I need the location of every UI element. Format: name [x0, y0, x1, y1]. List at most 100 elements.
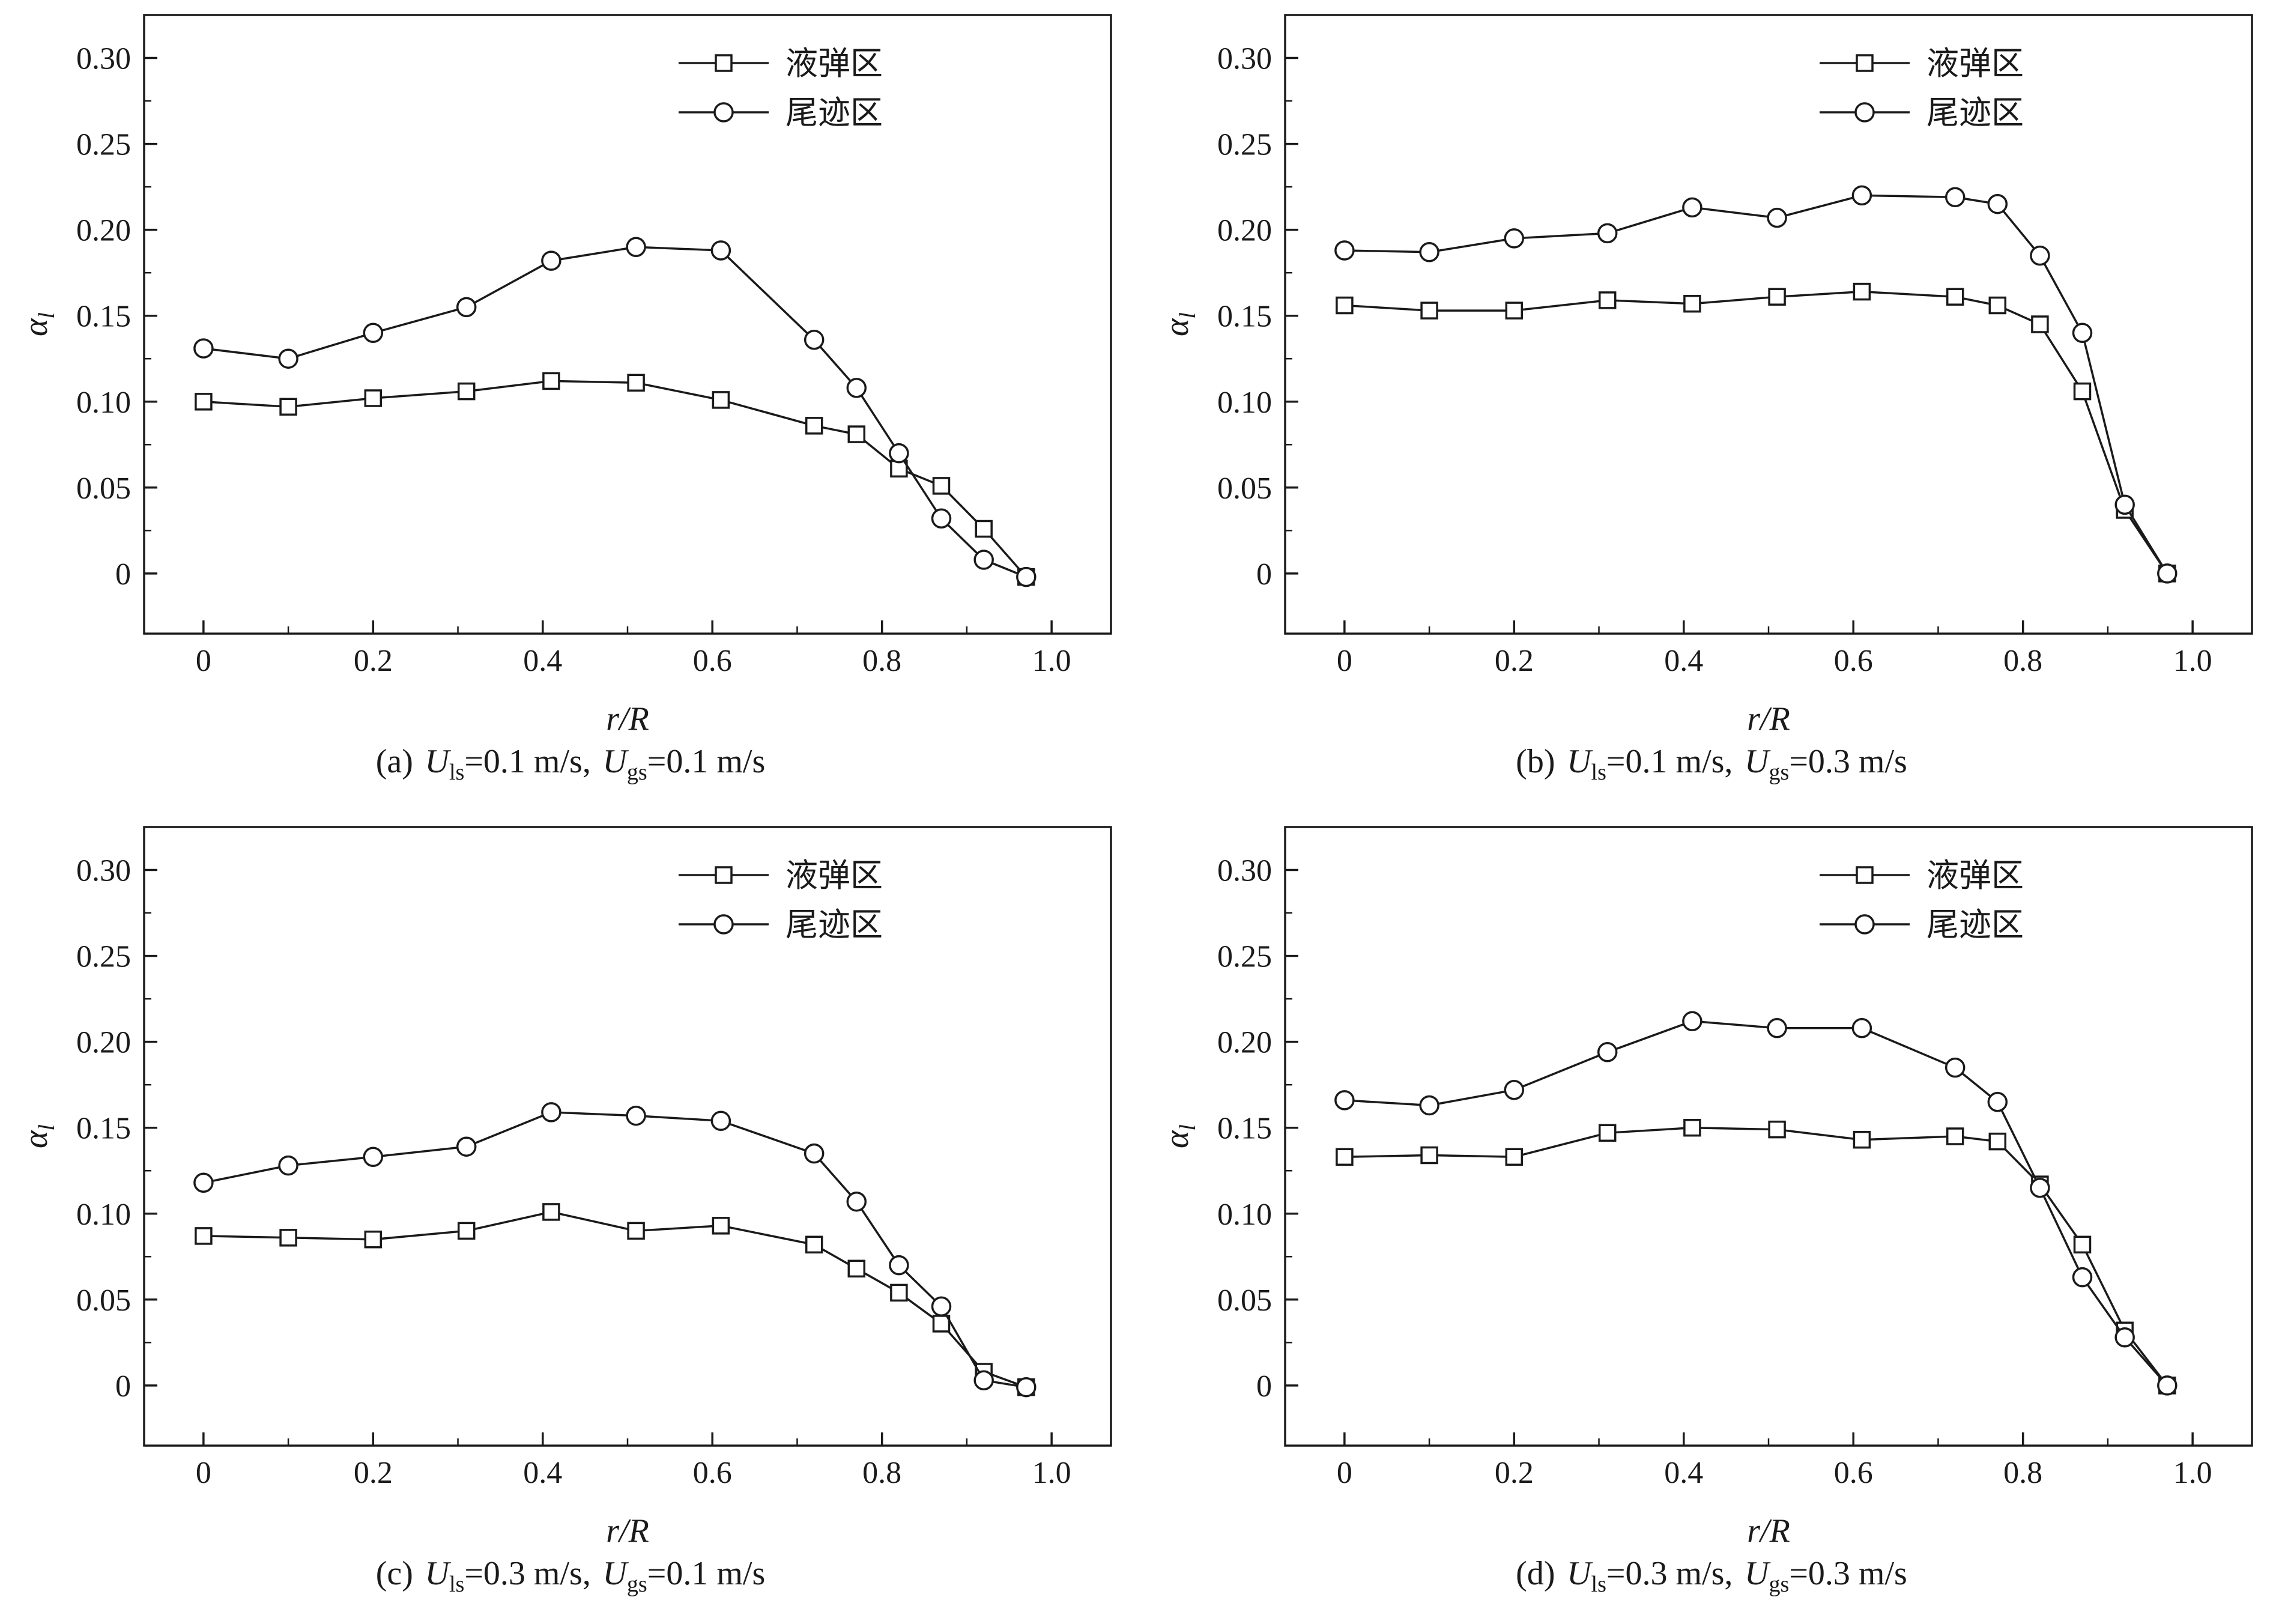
- data-point-circle: [1419, 242, 1439, 262]
- data-point-circle: [973, 550, 994, 570]
- data-point-circle: [2157, 1375, 2178, 1396]
- caption-value: =0.3 m/s: [1789, 1555, 1907, 1592]
- data-point-square: [1768, 1120, 1786, 1139]
- data-point-circle: [1851, 1018, 1872, 1038]
- data-point-circle: [363, 323, 384, 344]
- data-point-square: [712, 1217, 730, 1235]
- y-tick-label: 0: [1256, 557, 1272, 592]
- data-point-circle: [2030, 245, 2050, 266]
- chart-caption-d: (d) Uls=0.3 m/s, Ugs=0.3 m/s: [1516, 1554, 1907, 1596]
- x-tick-label: 0.6: [693, 644, 732, 678]
- data-point-circle: [1682, 1011, 1702, 1032]
- x-tick-label: 0.6: [693, 1456, 732, 1490]
- data-point-circle: [1987, 1092, 2008, 1112]
- data-point-circle: [1504, 1080, 1525, 1100]
- x-axis-title: r/R: [606, 1512, 649, 1550]
- caption-value: =0.3 m/s,: [1606, 1555, 1733, 1592]
- data-point-circle: [846, 378, 867, 398]
- data-point-circle: [2114, 494, 2135, 515]
- data-point-square: [1946, 288, 1964, 306]
- caption-value: =0.1 m/s: [647, 743, 766, 780]
- caption-value: =0.3 m/s: [1789, 743, 1907, 780]
- x-tick-label: 0.6: [1834, 644, 1873, 678]
- data-point-square: [805, 417, 823, 435]
- chart-svg-d: 0 0.2 0.4 0.6 0.8 1.0 0 0.05 0.10 0.15 0.20 0.25 0.3…: [1158, 826, 2253, 1550]
- plot-frame: [1284, 14, 2253, 635]
- y-tick-label: 0.25: [76, 128, 131, 162]
- y-tick-label: 0.25: [1217, 940, 1272, 974]
- y-tick-label: 0.25: [76, 940, 131, 974]
- y-tick-label: 0.15: [1217, 300, 1272, 334]
- caption-subscript: ls: [449, 760, 465, 786]
- y-axis-title: αl: [17, 1124, 59, 1148]
- legend-label: 液弹区: [785, 858, 883, 894]
- data-point-square: [805, 1235, 823, 1254]
- x-tick-label: 0: [196, 1456, 211, 1490]
- data-point-square: [1946, 1127, 1964, 1145]
- data-point-circle: [193, 1172, 214, 1193]
- caption-subscript: gs: [626, 760, 647, 786]
- y-tick-label: 0.05: [1217, 471, 1272, 506]
- data-point-circle: [1945, 187, 1966, 208]
- caption-variable: U: [425, 1555, 449, 1592]
- data-point-square: [890, 1283, 908, 1302]
- legend-marker-circle: [713, 102, 734, 123]
- data-point-circle: [1987, 193, 2008, 214]
- data-point-circle: [541, 1102, 561, 1123]
- data-point-square: [1683, 294, 1701, 313]
- chart-d: 0 0.2 0.4 0.6 0.8 1.0 0 0.05 0.10 0.15 0.20 0.25 0.3…: [1141, 812, 2282, 1563]
- series-line-square: [1344, 290, 2169, 574]
- y-tick-label: 0.10: [76, 386, 131, 420]
- legend-label: 尾迹区: [785, 907, 883, 943]
- data-point-circle: [541, 250, 561, 271]
- series-line-square: [1344, 1126, 2169, 1386]
- legend-marker-square: [1856, 866, 1874, 884]
- data-point-square: [1336, 296, 1354, 315]
- data-point-circle: [456, 297, 477, 318]
- data-point-square: [627, 1222, 645, 1240]
- y-tick-label: 0.20: [1217, 1026, 1272, 1060]
- data-point-circle: [626, 237, 646, 258]
- y-tick-label: 0: [1256, 1369, 1272, 1404]
- data-point-circle: [931, 508, 952, 529]
- data-point-circle: [1767, 1018, 1787, 1038]
- data-point-circle: [1419, 1095, 1439, 1116]
- x-tick-label: 1.0: [1032, 1456, 1071, 1490]
- x-tick-label: 0.2: [1495, 1456, 1534, 1490]
- data-point-square: [712, 391, 730, 409]
- chart-svg-a: 0 0.2 0.4 0.6 0.8 1.0 0 0.05 0.10 0.15 0.20 0.25 0.3…: [17, 14, 1112, 738]
- chart-b: 0 0.2 0.4 0.6 0.8 1.0 0 0.05 0.10 0.15 0.20 0.25 0.3…: [1141, 0, 2282, 751]
- x-tick-label: 0.4: [523, 1456, 562, 1490]
- x-tick-label: 0.4: [1664, 644, 1703, 678]
- data-point-circle: [456, 1136, 477, 1157]
- data-point-circle: [1597, 223, 1618, 244]
- caption-subscript: gs: [626, 1572, 647, 1598]
- y-tick-label: 0: [115, 1369, 131, 1404]
- data-point-square: [542, 372, 560, 390]
- data-point-circle: [931, 1296, 952, 1317]
- caption-subscript: gs: [1769, 1572, 1790, 1598]
- y-tick-label: 0.05: [76, 1283, 131, 1318]
- data-point-circle: [804, 1143, 825, 1164]
- chart-svg-c: 0 0.2 0.4 0.6 0.8 1.0 0 0.05 0.10 0.15 0.20 0.25 0.3…: [17, 826, 1112, 1550]
- x-tick-label: 0.2: [1495, 644, 1534, 678]
- caption-subscript: ls: [1591, 760, 1606, 786]
- data-point-square: [1598, 1124, 1617, 1142]
- x-tick-label: 1.0: [2173, 644, 2212, 678]
- legend-marker-circle: [713, 914, 734, 935]
- caption-variable: U: [1567, 1555, 1591, 1592]
- data-point-square: [890, 459, 908, 478]
- legend-label: 尾迹区: [1926, 95, 2024, 131]
- y-tick-label: 0.30: [1217, 854, 1272, 888]
- data-point-square: [1853, 1130, 1871, 1149]
- legend-label: 液弹区: [1926, 46, 2024, 82]
- data-point-square: [2073, 1235, 2092, 1254]
- data-point-square: [1336, 1148, 1354, 1166]
- chart-c: 0 0.2 0.4 0.6 0.8 1.0 0 0.05 0.10 0.15 0.20 0.25 0.3…: [0, 812, 1141, 1563]
- y-tick-label: 0.05: [1217, 1283, 1272, 1318]
- data-point-circle: [278, 1155, 298, 1176]
- legend-marker-square: [715, 866, 733, 884]
- x-tick-label: 0: [1337, 644, 1352, 678]
- data-point-square: [2031, 315, 2049, 333]
